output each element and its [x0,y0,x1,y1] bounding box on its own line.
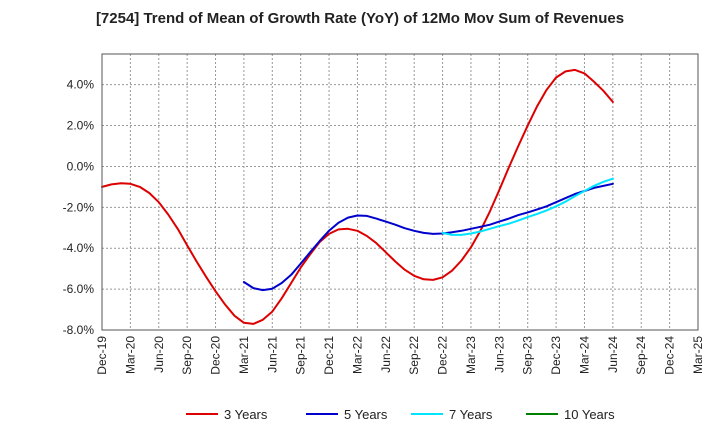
x-tick-label: Jun-20 [152,336,166,373]
plot-area [102,54,698,330]
x-tick-label: Dec-21 [322,336,336,375]
series-line-7-years [441,177,614,236]
x-tick-label: Dec-19 [95,336,109,375]
x-tick-label: Sep-24 [634,336,648,375]
y-tick-label: 4.0% [67,78,95,92]
series-line-5-years [242,182,614,292]
x-tick-label: Mar-24 [577,336,591,374]
legend-label: 7 Years [449,407,493,422]
x-tick-label: Mar-20 [123,336,137,374]
legend-label: 3 Years [224,407,268,422]
x-tick-label: Mar-23 [464,336,478,374]
x-tick-label: Jun-21 [265,336,279,373]
x-tick-label: Jun-24 [606,336,620,373]
legend-label: 5 Years [344,407,388,422]
x-tick-label: Mar-25 [691,336,705,374]
y-tick-label: -6.0% [63,282,95,296]
x-tick-label: Mar-21 [237,336,251,374]
x-tick-label: Jun-22 [379,336,393,373]
x-tick-label: Dec-22 [436,336,450,375]
y-tick-label: 2.0% [67,119,95,133]
legend-label: 10 Years [564,407,615,422]
y-tick-label: -2.0% [63,200,95,214]
legend: 3 Years 5 Years 7 Years 10 Years [186,407,615,422]
x-tick-label: Dec-24 [663,336,677,375]
x-tick-label: Sep-20 [180,336,194,375]
x-tick-label: Dec-20 [209,336,223,375]
x-axis: Dec-19 Mar-20 Jun-20 Sep-20 Dec-20 Mar-21 Jun-… [95,336,705,375]
y-axis: -8.0% -6.0% -4.0% -2.0% 0.0% 2.0% 4.0% [63,78,95,337]
chart-title: [7254] Trend of Mean of Growth Rate (YoY… [95,10,625,27]
series-layer [101,68,614,325]
y-tick-label: 0.0% [67,159,95,173]
x-tick-label: Sep-21 [294,336,308,375]
x-tick-label: Mar-22 [350,336,364,374]
x-tick-label: Sep-22 [407,336,421,375]
y-tick-label: -8.0% [63,323,95,337]
plot-border [101,53,699,331]
x-tick-label: Jun-23 [492,336,506,373]
y-tick-label: -4.0% [63,241,95,255]
x-tick-label: Sep-23 [521,336,535,375]
series-line-3-years [101,68,614,325]
x-tick-label: Dec-23 [549,336,563,375]
